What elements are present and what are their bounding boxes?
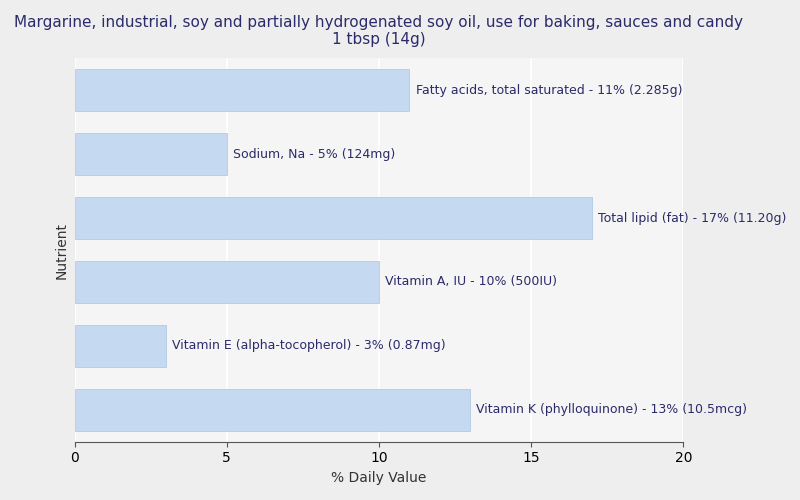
Text: Vitamin A, IU - 10% (500IU): Vitamin A, IU - 10% (500IU): [385, 276, 557, 288]
Text: Sodium, Na - 5% (124mg): Sodium, Na - 5% (124mg): [233, 148, 395, 160]
Text: Fatty acids, total saturated - 11% (2.285g): Fatty acids, total saturated - 11% (2.28…: [415, 84, 682, 96]
Bar: [74, 389, 470, 430]
X-axis label: % Daily Value: % Daily Value: [331, 471, 426, 485]
Text: Vitamin E (alpha-tocopherol) - 3% (0.87mg): Vitamin E (alpha-tocopherol) - 3% (0.87m…: [172, 340, 446, 352]
Title: Margarine, industrial, soy and partially hydrogenated soy oil, use for baking, s: Margarine, industrial, soy and partially…: [14, 15, 743, 48]
Bar: [74, 198, 592, 239]
Text: Total lipid (fat) - 17% (11.20g): Total lipid (fat) - 17% (11.20g): [598, 212, 786, 224]
Bar: [74, 261, 379, 302]
Bar: [74, 325, 166, 366]
Y-axis label: Nutrient: Nutrient: [55, 222, 69, 278]
Bar: [74, 134, 226, 175]
Bar: [74, 70, 410, 111]
Text: Vitamin K (phylloquinone) - 13% (10.5mcg): Vitamin K (phylloquinone) - 13% (10.5mcg…: [477, 404, 747, 416]
